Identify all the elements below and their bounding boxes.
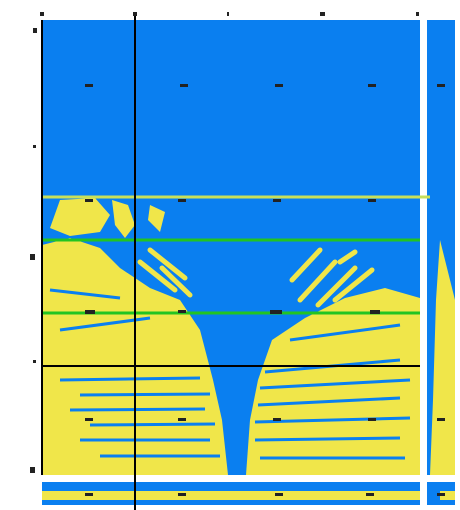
stripe	[60, 378, 200, 380]
stripe	[90, 424, 215, 425]
tick	[33, 360, 36, 363]
tick	[33, 145, 36, 148]
marker	[85, 84, 93, 87]
mask-viewer	[0, 0, 460, 510]
marker	[368, 418, 376, 421]
tick	[30, 467, 35, 473]
tick	[416, 12, 419, 16]
marker	[85, 418, 93, 421]
marker	[368, 84, 376, 87]
tick	[227, 12, 229, 16]
stripe	[70, 409, 205, 410]
marker	[85, 493, 93, 496]
stripe	[80, 394, 210, 395]
tick	[40, 12, 44, 16]
tick	[33, 28, 37, 33]
marker	[178, 310, 186, 313]
marker	[178, 493, 186, 496]
marker	[275, 493, 283, 496]
tick	[30, 254, 35, 260]
stripe	[255, 438, 400, 440]
marker	[366, 493, 374, 496]
marker	[273, 199, 281, 202]
marker	[178, 199, 186, 202]
marker	[370, 310, 380, 314]
marker	[437, 418, 445, 421]
marker	[368, 199, 376, 202]
marker	[85, 199, 93, 202]
marker	[273, 418, 281, 421]
tick	[133, 12, 137, 16]
marker	[437, 493, 445, 496]
marker	[85, 310, 95, 314]
marker	[275, 84, 283, 87]
bottom-region	[42, 491, 420, 500]
marker	[270, 310, 282, 314]
marker	[180, 84, 188, 87]
marker	[437, 84, 445, 87]
marker	[178, 418, 186, 421]
tick	[320, 12, 325, 16]
